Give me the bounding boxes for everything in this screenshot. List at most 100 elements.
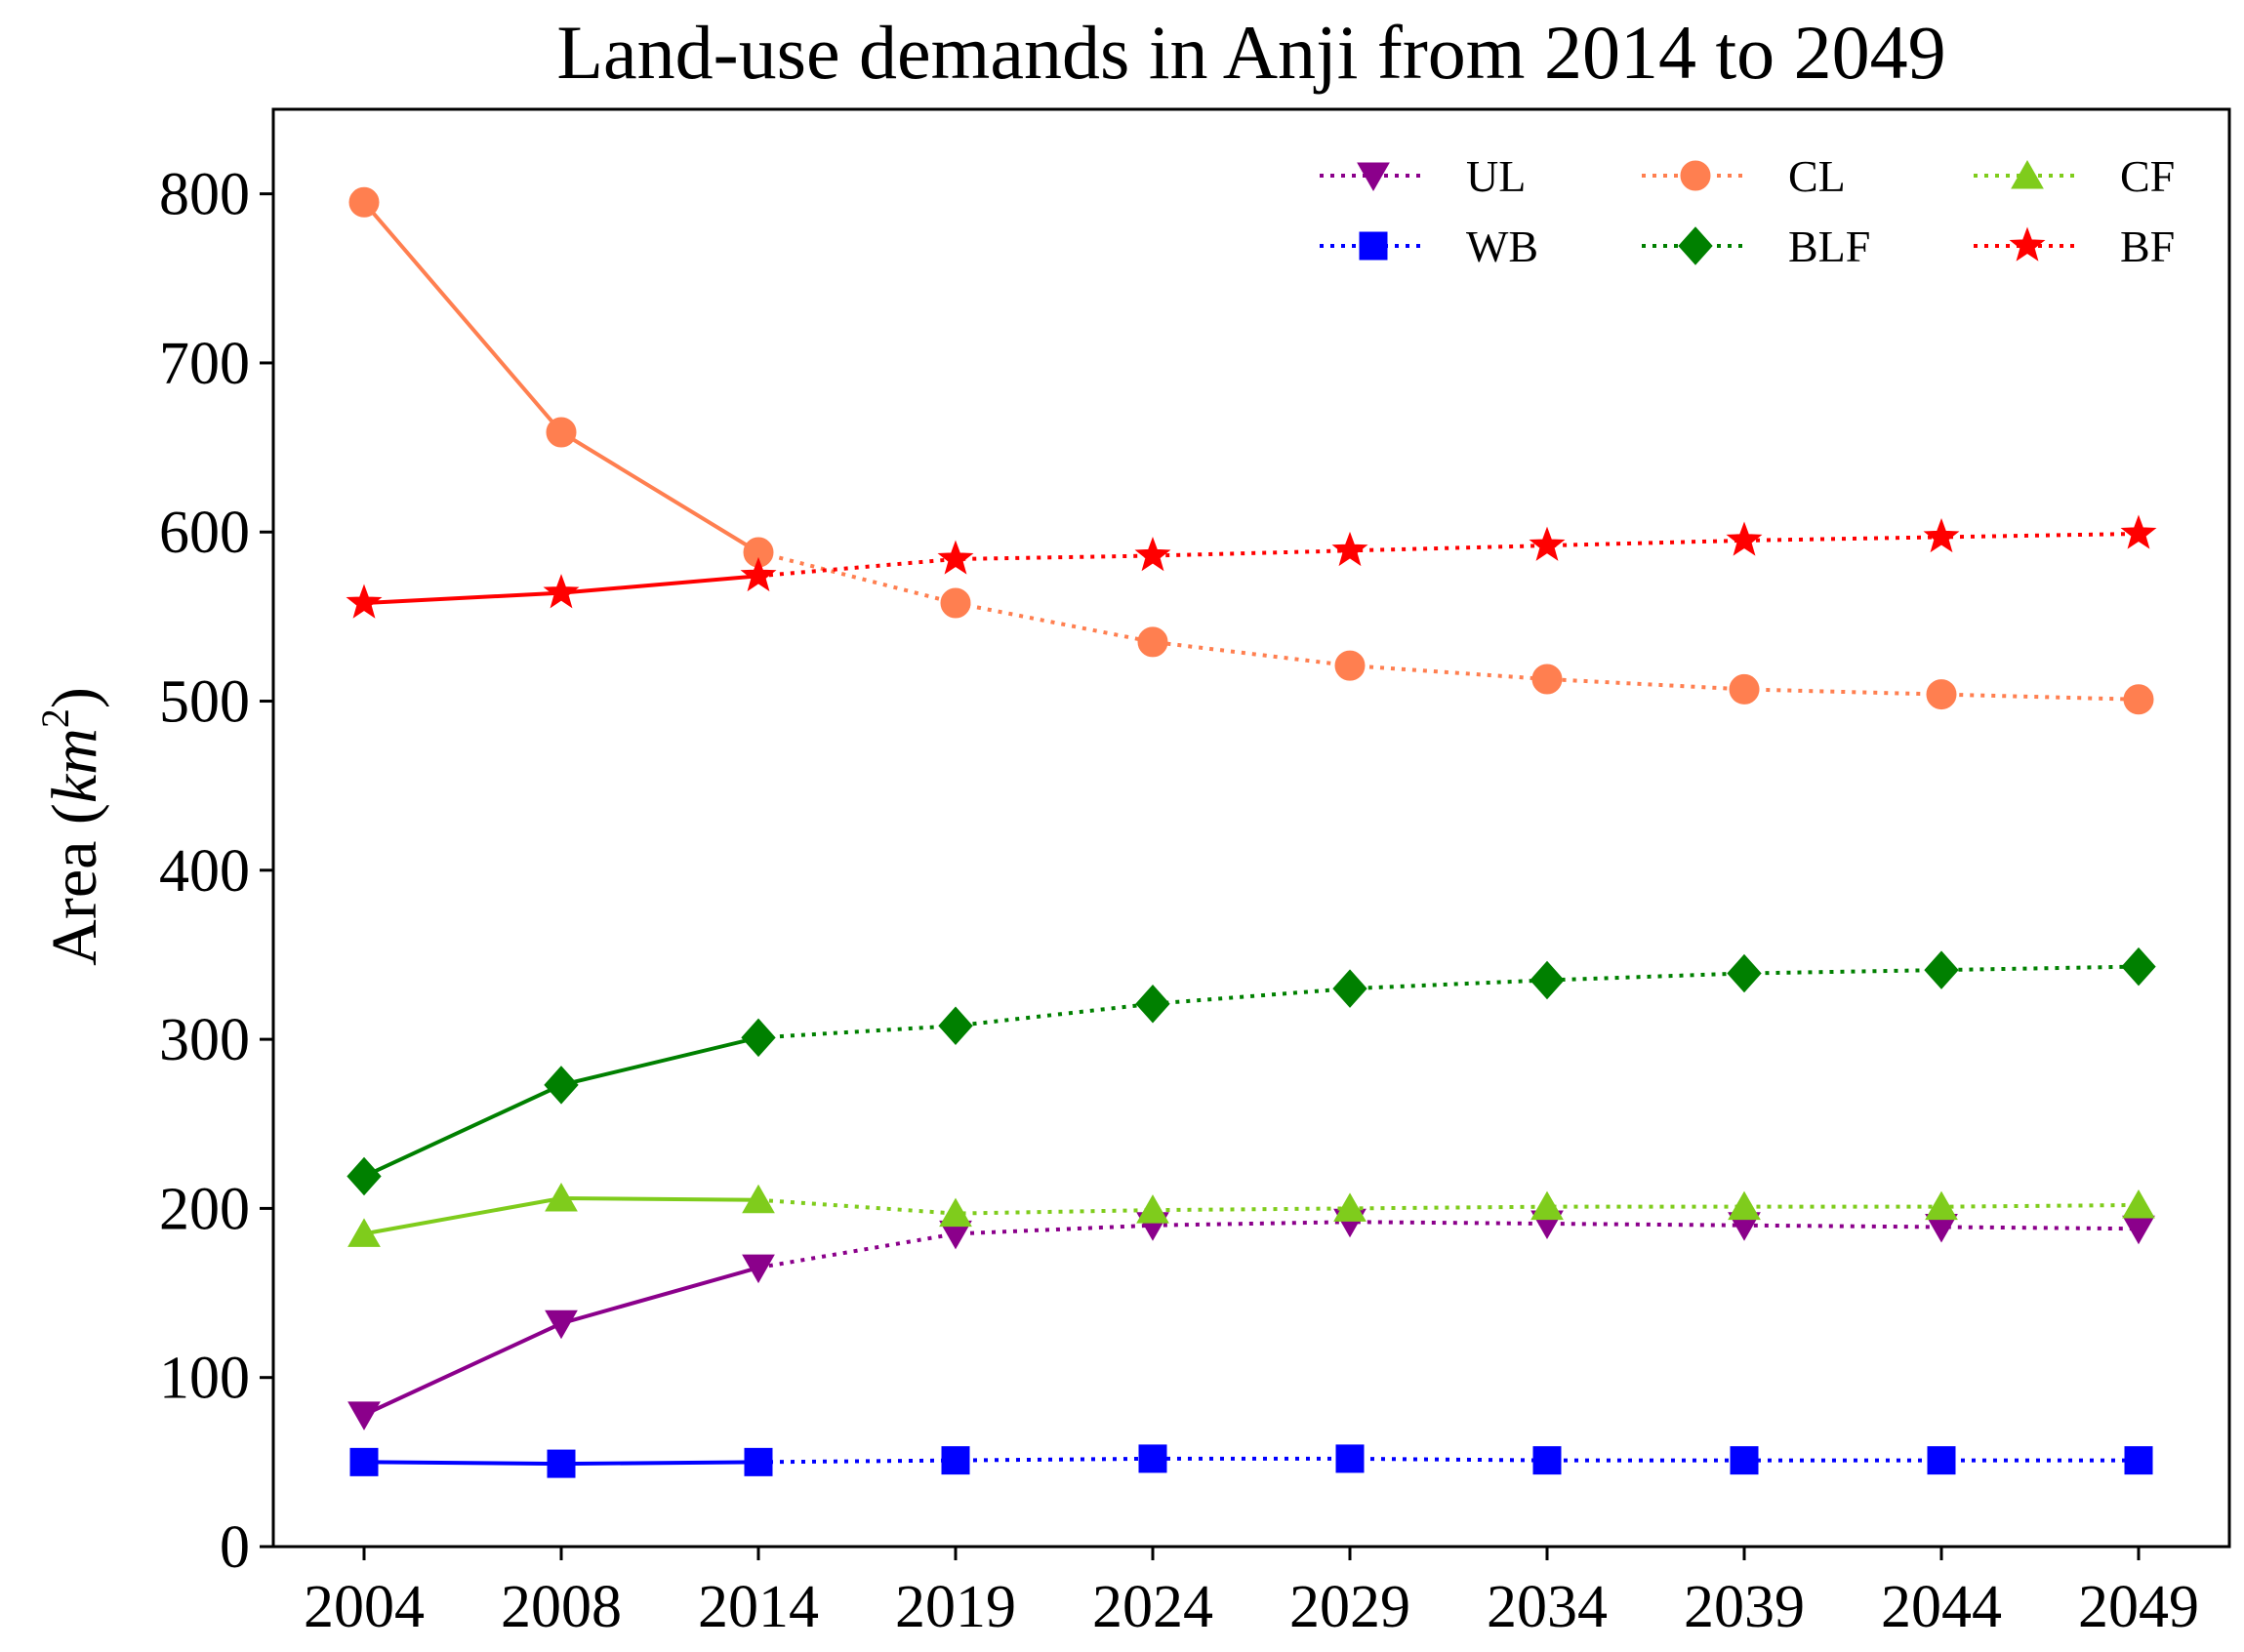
data-point [544,1066,579,1105]
y-axis-label-text: Area [39,841,110,966]
data-point [1529,526,1566,561]
series-line-projected [757,531,2140,579]
y-tick-label: 800 [159,162,250,228]
data-point [2121,947,2156,987]
data-point [2123,684,2154,715]
data-point [1530,960,1565,1000]
x-tick-label: 2024 [1092,1574,1213,1640]
legend-label: WB [1466,222,1538,271]
data-point [1923,517,1960,553]
x-tick-label: 2019 [895,1574,1016,1640]
legend-marker [1357,162,1390,192]
data-point [1136,1194,1169,1224]
data-point [938,1006,973,1046]
data-point [1134,537,1171,572]
y-tick-label: 100 [159,1346,250,1412]
legend-entry-cl: CL [1642,151,1846,201]
series-line-historical [363,1266,759,1417]
data-point [347,1401,381,1430]
x-tick-label: 2039 [1684,1574,1805,1640]
plot-area [346,186,2157,1478]
legend-entry-bf: BF [1974,222,2175,271]
data-point [1729,673,1760,705]
legend-entry-cf: CF [1974,151,2175,201]
y-tick-label: 300 [159,1007,250,1073]
y-tick-label: 500 [159,669,250,736]
series-blf [347,947,2156,1196]
data-point [742,1184,775,1214]
legend-marker [1680,160,1711,191]
series-cl [348,186,2154,715]
x-tick-label: 2029 [1289,1574,1410,1640]
data-point [347,1218,381,1247]
data-point [1335,1444,1365,1473]
data-point [2122,1215,2155,1245]
data-point [1138,1444,1167,1473]
legend-label: CF [2120,151,2175,201]
data-point [2120,514,2157,549]
legend: UL CL CF WB BLF BF [1320,151,2175,271]
data-point [348,186,380,218]
series-line-historical [363,1035,759,1179]
data-point [543,574,580,609]
data-point [1332,969,1367,1008]
data-point [1135,984,1170,1024]
legend-entry-blf: BLF [1642,222,1870,271]
data-point [937,540,974,575]
data-point [744,1447,773,1476]
data-point [1531,664,1563,695]
data-point [1726,521,1763,556]
x-axis: 2004 2008 2014 2019 2024 2029 2034 2039 2044 2049 [304,1547,2199,1640]
legend-entry-wb: WB [1320,222,1538,271]
y-axis-label-exponent: 2 [33,708,77,728]
x-tick-label: 2034 [1487,1574,1608,1640]
data-point [741,1018,776,1058]
series-line-projected [757,964,2140,1040]
data-point [1730,1446,1759,1475]
data-point [1532,1446,1562,1475]
plot-frame [271,107,2231,1549]
series-line-projected [757,1456,2139,1465]
legend-label: BF [2120,222,2175,271]
series-ul [347,1208,2155,1430]
data-point [1925,1190,1958,1221]
legend-label: BLF [1788,222,1870,271]
legend-marker [1678,226,1713,265]
x-tick-label: 2004 [304,1574,425,1640]
data-point [940,587,971,619]
data-point [545,1183,578,1212]
x-tick-label: 2044 [1881,1574,2002,1640]
x-tick-label: 2049 [2078,1574,2199,1640]
data-point [2124,1446,2153,1475]
y-tick-label: 0 [220,1514,250,1581]
data-point [545,1310,578,1340]
legend-label: UL [1466,151,1526,201]
data-point [939,1197,972,1228]
data-point [347,1156,382,1196]
data-point [740,556,777,592]
y-tick-label: 400 [159,838,250,905]
data-point [349,1447,379,1476]
series-line-projected [757,550,2140,702]
data-point [1927,1446,1956,1475]
y-tick-label: 700 [159,331,250,397]
legend-marker [2011,159,2044,189]
chart-title: Land-use demands in Anji from 2014 to 20… [556,10,1945,95]
series-cf [347,1183,2155,1247]
data-point [1333,1192,1367,1222]
legend-label: CL [1788,151,1846,201]
data-point [546,417,577,448]
y-axis-label: Area (km2) [33,687,110,966]
series-line-historical [362,201,760,554]
data-point [1331,531,1368,567]
y-tick-label: 200 [159,1176,250,1242]
x-tick-label: 2008 [501,1574,622,1640]
y-axis: 0 100 200 300 400 500 600 700 800 [159,162,273,1581]
legend-marker [1359,231,1388,261]
data-point [547,1449,576,1478]
legend-entry-ul: UL [1320,151,1526,201]
data-point [2122,1189,2155,1219]
x-tick-label: 2014 [698,1574,819,1640]
data-point [346,584,383,619]
